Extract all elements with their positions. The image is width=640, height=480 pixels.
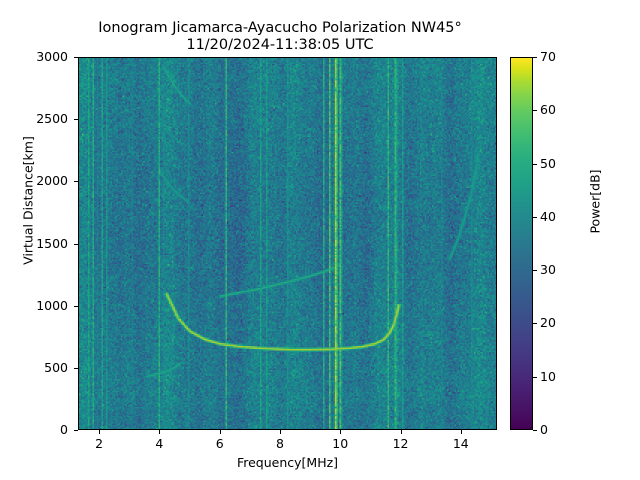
y-tick-mark [74, 430, 78, 431]
colorbar-tick-label: 70 [540, 49, 556, 64]
colorbar-tick-label: 50 [540, 155, 556, 171]
x-tick-label: 10 [332, 436, 349, 451]
y-tick-label: 1000 [36, 297, 68, 313]
y-tick-label: 2500 [36, 111, 68, 127]
colorbar-tick-label: 30 [540, 262, 556, 278]
colorbar [510, 57, 533, 430]
colorbar-tick-mark [533, 110, 537, 112]
x-tick-mark [99, 430, 101, 434]
colorbar-tick-mark [533, 57, 537, 58]
colorbar-tick-label: 10 [540, 368, 556, 384]
colorbar-tick-mark [533, 163, 537, 165]
y-tick-label: 3000 [36, 49, 68, 64]
y-tick-mark [74, 119, 78, 121]
x-tick-label: 2 [95, 436, 104, 451]
x-tick-mark [460, 430, 462, 434]
chart-title-line2: 11/20/2024-11:38:05 UTC [186, 37, 374, 53]
colorbar-tick-mark [533, 430, 537, 431]
y-tick-mark [74, 181, 78, 183]
x-tick-mark [159, 430, 161, 434]
x-tick-label: 12 [392, 436, 409, 451]
y-axis-label: Virtual Distance[km] [20, 136, 36, 265]
y-tick-label: 500 [44, 359, 68, 375]
ionogram-heatmap [79, 58, 496, 429]
colorbar-tick-mark [533, 376, 537, 378]
colorbar-tick-mark [533, 270, 537, 272]
x-tick-label: 8 [275, 436, 284, 451]
x-tick-mark [279, 430, 281, 434]
y-tick-mark [74, 305, 78, 307]
x-tick-label: 14 [452, 436, 469, 451]
y-tick-mark [74, 367, 78, 369]
y-tick-mark [74, 57, 78, 58]
colorbar-tick-label: 40 [540, 208, 556, 224]
colorbar-tick-label: 20 [540, 315, 556, 331]
colorbar-tick-label: 0 [540, 422, 548, 437]
chart-title-line1: Ionogram Jicamarca-Ayacucho Polarization… [98, 20, 462, 36]
chart-title: Ionogram Jicamarca-Ayacucho Polarization… [0, 20, 560, 54]
x-tick-mark [340, 430, 342, 434]
x-tick-mark [400, 430, 402, 434]
colorbar-label: Power[dB] [587, 169, 603, 234]
y-tick-label: 1500 [36, 235, 68, 251]
y-tick-label: 0 [60, 422, 68, 437]
y-tick-label: 2000 [36, 173, 68, 189]
y-tick-mark [74, 243, 78, 245]
x-tick-mark [219, 430, 221, 434]
colorbar-tick-label: 60 [540, 102, 556, 118]
plot-area [78, 57, 497, 430]
x-tick-label: 6 [215, 436, 224, 451]
colorbar-tick-mark [533, 323, 537, 325]
x-tick-label: 4 [155, 436, 164, 451]
colorbar-tick-mark [533, 216, 537, 218]
x-axis-label: Frequency[MHz] [236, 455, 339, 470]
